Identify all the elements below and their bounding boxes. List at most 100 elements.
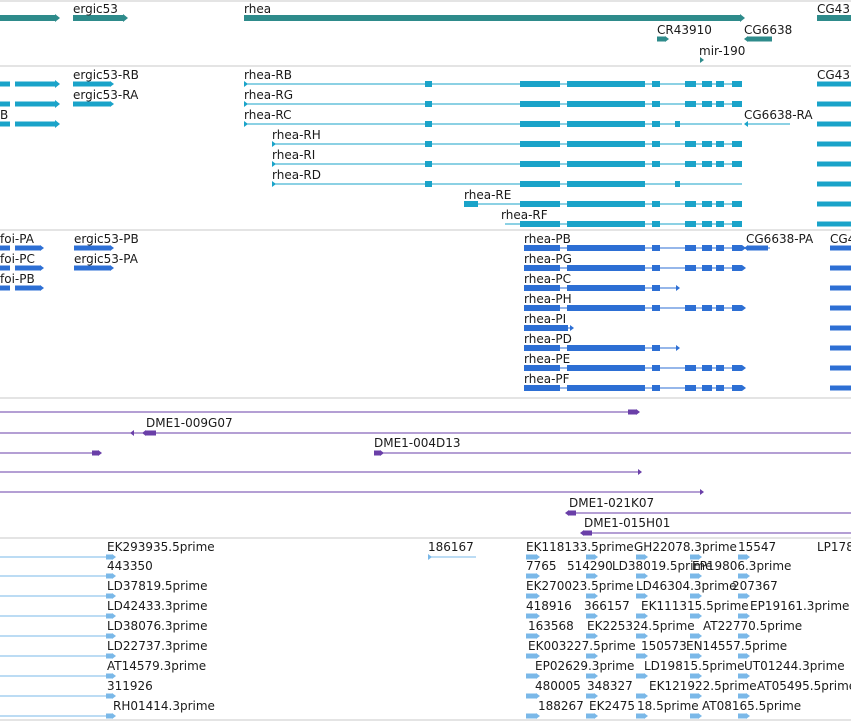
feature-block[interactable]	[526, 713, 536, 719]
feature-label[interactable]: rhea-PD	[524, 332, 572, 346]
feature-label[interactable]: LD22737.3prime	[107, 639, 208, 653]
feature-block[interactable]	[748, 245, 768, 251]
feature-label[interactable]: rhea	[244, 2, 271, 16]
feature-block[interactable]	[732, 81, 742, 87]
feature-label[interactable]: LD42433.3prime	[107, 599, 208, 613]
feature-block[interactable]	[524, 365, 560, 371]
feature-block[interactable]	[690, 613, 698, 619]
feature-block[interactable]	[106, 713, 112, 719]
feature-block[interactable]	[738, 633, 746, 639]
feature-block[interactable]	[425, 101, 432, 107]
feature-block[interactable]	[690, 673, 698, 679]
feature-block[interactable]	[738, 673, 746, 679]
feature-label[interactable]: AT22770.5prime	[703, 619, 802, 633]
feature-block[interactable]	[584, 530, 592, 536]
feature-block[interactable]	[830, 265, 851, 271]
feature-block[interactable]	[524, 265, 560, 271]
feature-label[interactable]: CG6638-PA	[746, 232, 814, 246]
feature-block[interactable]	[567, 285, 645, 291]
feature-block[interactable]	[830, 385, 851, 391]
feature-block[interactable]	[690, 693, 698, 699]
feature-label[interactable]: rhea-PH	[524, 292, 572, 306]
feature-block[interactable]	[0, 245, 10, 251]
feature-block[interactable]	[690, 713, 698, 719]
feature-block[interactable]	[675, 181, 680, 187]
feature-block[interactable]	[702, 385, 712, 391]
feature-label[interactable]: rhea-PF	[524, 372, 570, 386]
feature-block[interactable]	[690, 593, 698, 599]
feature-block[interactable]	[830, 365, 851, 371]
feature-label[interactable]: DME1-009G07	[146, 416, 233, 430]
feature-label[interactable]: foi-PC	[0, 252, 35, 266]
feature-label[interactable]: DME1-021K07	[569, 496, 654, 510]
feature-block[interactable]	[567, 365, 645, 371]
feature-block[interactable]	[690, 653, 698, 659]
feature-label[interactable]: rhea-RH	[272, 128, 321, 142]
feature-block[interactable]	[0, 101, 10, 107]
feature-block[interactable]	[526, 673, 536, 679]
feature-block[interactable]	[586, 633, 594, 639]
feature-block[interactable]	[702, 101, 712, 107]
feature-label[interactable]: rhea-PG	[524, 252, 572, 266]
feature-label[interactable]: 418916	[526, 599, 572, 613]
feature-label[interactable]: CG43	[817, 2, 850, 16]
feature-block[interactable]	[524, 345, 560, 351]
feature-block[interactable]	[732, 101, 742, 107]
feature-label[interactable]: EP19806.3prime	[692, 559, 791, 573]
feature-block[interactable]	[106, 633, 112, 639]
feature-block[interactable]	[685, 245, 696, 251]
feature-block[interactable]	[636, 593, 644, 599]
feature-block[interactable]	[636, 693, 644, 699]
feature-block[interactable]	[830, 305, 851, 311]
feature-block[interactable]	[732, 265, 742, 271]
feature-block[interactable]	[567, 121, 645, 127]
feature-block[interactable]	[685, 201, 696, 207]
feature-block[interactable]	[0, 285, 10, 291]
feature-block[interactable]	[569, 510, 576, 516]
feature-block[interactable]	[526, 593, 536, 599]
feature-block[interactable]	[15, 285, 40, 291]
feature-block[interactable]	[524, 305, 560, 311]
feature-block[interactable]	[732, 141, 742, 147]
feature-block[interactable]	[73, 81, 110, 87]
feature-label[interactable]: ergic53-PA	[74, 252, 139, 266]
feature-label[interactable]: ergic53-PB	[74, 232, 139, 246]
feature-block[interactable]	[716, 221, 724, 227]
feature-block[interactable]	[738, 593, 746, 599]
feature-label[interactable]: 443350	[107, 559, 153, 573]
feature-label[interactable]: EK003227.5prime	[528, 639, 636, 653]
feature-block[interactable]	[0, 265, 10, 271]
feature-label[interactable]: EK225324.5prime	[587, 619, 695, 633]
feature-label[interactable]: 188267	[538, 699, 584, 713]
feature-block[interactable]	[636, 713, 644, 719]
feature-block[interactable]	[716, 81, 724, 87]
feature-block[interactable]	[738, 573, 746, 579]
feature-block[interactable]	[425, 141, 432, 147]
feature-block[interactable]	[146, 430, 156, 436]
feature-label[interactable]: 311926	[107, 679, 153, 693]
feature-block[interactable]	[0, 15, 55, 21]
feature-block[interactable]	[652, 285, 660, 291]
feature-block[interactable]	[0, 81, 10, 87]
feature-block[interactable]	[567, 141, 645, 147]
feature-block[interactable]	[586, 693, 594, 699]
feature-label[interactable]: rhea-RG	[244, 88, 293, 102]
feature-block[interactable]	[702, 161, 712, 167]
feature-block[interactable]	[685, 221, 696, 227]
feature-label[interactable]: CG6638-RA	[744, 108, 813, 122]
feature-label[interactable]: 15547	[738, 540, 776, 554]
feature-label[interactable]: EP19161.3prime	[750, 599, 849, 613]
feature-block[interactable]	[0, 121, 10, 127]
feature-block[interactable]	[425, 121, 432, 127]
feature-block[interactable]	[567, 81, 645, 87]
feature-block[interactable]	[636, 653, 644, 659]
feature-block[interactable]	[830, 345, 851, 351]
feature-block[interactable]	[690, 633, 698, 639]
feature-block[interactable]	[586, 554, 594, 560]
feature-block[interactable]	[716, 265, 724, 271]
feature-block[interactable]	[586, 653, 594, 659]
feature-block[interactable]	[702, 141, 712, 147]
feature-block[interactable]	[567, 345, 645, 351]
feature-label[interactable]: LP178	[817, 540, 851, 554]
feature-label[interactable]: rhea-RC	[244, 108, 292, 122]
